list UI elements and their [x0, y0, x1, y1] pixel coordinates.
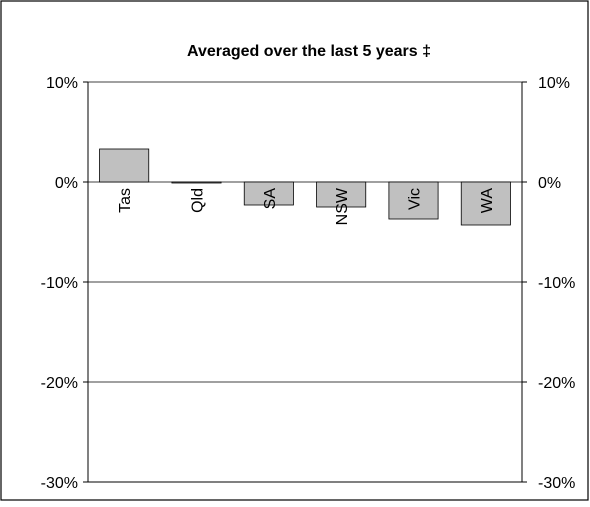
- bar-qld: [171, 181, 222, 184]
- bars: [99, 148, 511, 226]
- bar-tas: [99, 148, 150, 183]
- y-tick-label-left: -30%: [41, 475, 78, 492]
- category-label-vic: Vic: [407, 188, 424, 210]
- chart-title: Averaged over the last 5 years ‡: [187, 43, 431, 60]
- y-tick-label-left: 0%: [55, 175, 78, 192]
- y-tick-label-right: -30%: [538, 475, 575, 492]
- y-tick-label-left: -20%: [41, 375, 78, 392]
- category-label-qld: Qld: [190, 188, 207, 213]
- y-tick-label-right: -20%: [538, 375, 575, 392]
- y-tick-label-right: -10%: [538, 275, 575, 292]
- bar-vic: [388, 181, 439, 220]
- category-label-wa: WA: [479, 188, 496, 214]
- bar-nsw: [316, 181, 367, 208]
- bar-sa: [243, 181, 294, 206]
- axes: [83, 81, 527, 483]
- gridlines: [88, 81, 522, 383]
- category-label-sa: SA: [262, 188, 279, 210]
- y-tick-label-left: -10%: [41, 275, 78, 292]
- y-tick-label-right: 10%: [538, 75, 570, 92]
- y-tick-label-left: 10%: [46, 75, 78, 92]
- category-label-tas: Tas: [117, 188, 134, 213]
- category-label-nsw: NSW: [334, 187, 351, 225]
- y-tick-label-right: 0%: [538, 175, 561, 192]
- bar-wa: [460, 181, 511, 226]
- tick-labels: 10% 10% 0% 0% -10% -10% -20% -20% -30% -30% Tas Qld…: [41, 75, 576, 492]
